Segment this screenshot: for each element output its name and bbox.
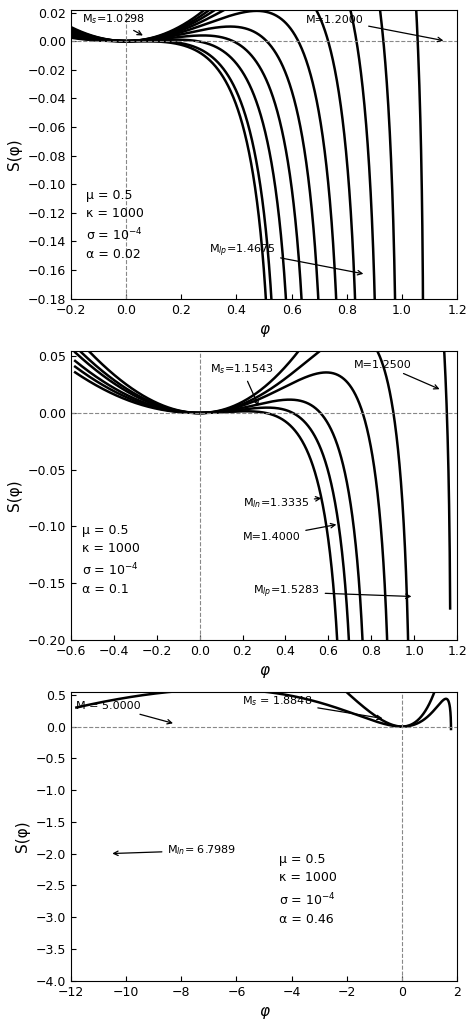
X-axis label: φ: φ — [259, 322, 269, 338]
X-axis label: φ: φ — [259, 1004, 269, 1019]
Text: M = 5.0000: M = 5.0000 — [76, 701, 172, 724]
Text: M$_{ln}$= 6.7989: M$_{ln}$= 6.7989 — [114, 843, 237, 858]
Text: M$_s$ = 1.8848: M$_s$ = 1.8848 — [242, 695, 381, 719]
Text: M=1.2500: M=1.2500 — [354, 360, 438, 389]
Y-axis label: S(φ): S(φ) — [7, 139, 22, 170]
Text: M$_{ln}$=1.3335: M$_{ln}$=1.3335 — [243, 496, 320, 510]
Text: M$_{lp}$=1.5283: M$_{lp}$=1.5283 — [253, 584, 410, 600]
Text: M$_s$=1.0298: M$_s$=1.0298 — [82, 12, 145, 35]
Text: M=1.2000: M=1.2000 — [305, 14, 442, 42]
Text: μ = 0.5
κ = 1000
σ = $10^{-4}$
α = 0.46: μ = 0.5 κ = 1000 σ = $10^{-4}$ α = 0.46 — [280, 854, 337, 925]
Y-axis label: S(φ): S(φ) — [7, 479, 22, 511]
Y-axis label: S(φ): S(φ) — [15, 821, 30, 852]
X-axis label: φ: φ — [259, 663, 269, 678]
Text: M$_{lp}$=1.4675: M$_{lp}$=1.4675 — [209, 242, 362, 275]
Text: μ = 0.5
κ = 1000
σ = $10^{-4}$
α = 0.1: μ = 0.5 κ = 1000 σ = $10^{-4}$ α = 0.1 — [82, 524, 140, 596]
Text: μ = 0.5
κ = 1000
σ = $10^{-4}$
α = 0.02: μ = 0.5 κ = 1000 σ = $10^{-4}$ α = 0.02 — [86, 189, 144, 262]
Text: M=1.4000: M=1.4000 — [243, 523, 335, 542]
Text: M$_s$=1.1543: M$_s$=1.1543 — [210, 362, 273, 404]
